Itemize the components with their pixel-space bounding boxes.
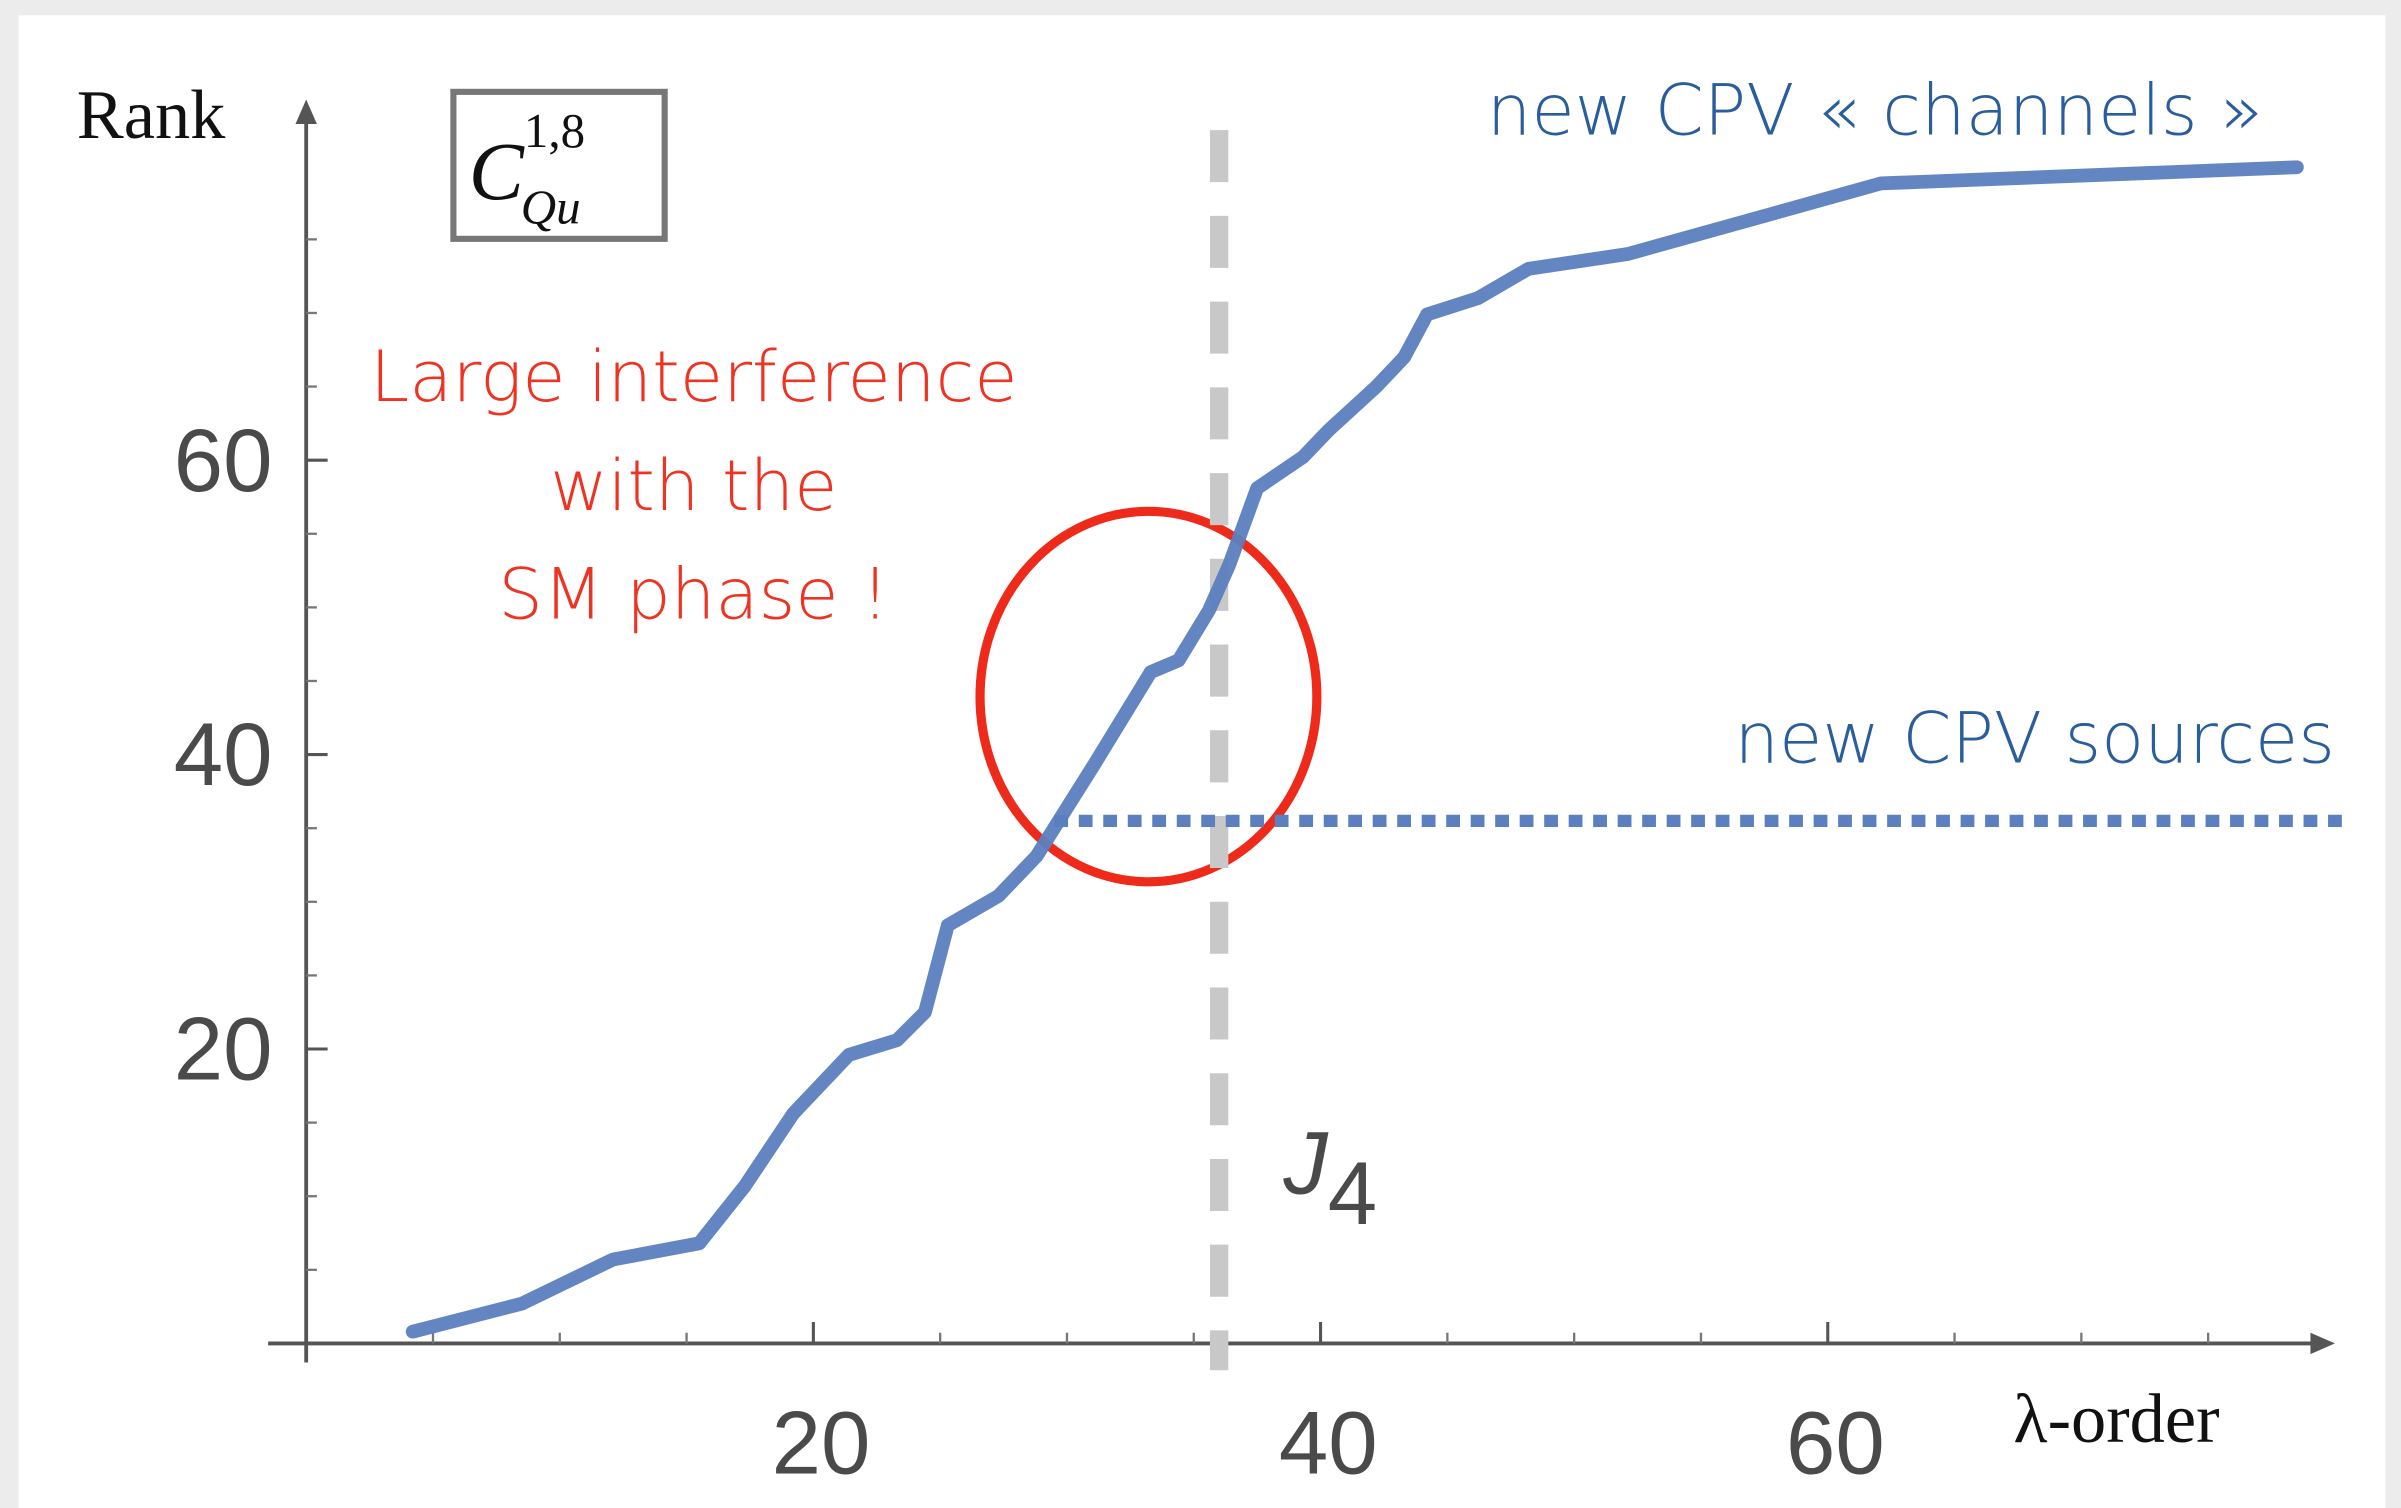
y-axis-label: Rank (77, 76, 226, 154)
coefficient-box (450, 88, 668, 242)
x-tick-label: 40 (1279, 1394, 1378, 1493)
y-tick-label: 60 (174, 411, 273, 510)
label-subscript: 4 (1328, 1144, 1377, 1243)
label-base: J (1282, 1113, 1329, 1212)
x-axis-label: λ-order (2013, 1380, 2219, 1458)
coefficient-label: C1,8 Qu (469, 103, 585, 235)
interference-annotation: SM phase ! (498, 554, 889, 636)
vertical-line-label: J4 (1282, 1113, 1377, 1243)
x-tick-label: 60 (1786, 1394, 1885, 1493)
y-tick-label: 20 (174, 1000, 273, 1099)
y-axis-arrow (295, 99, 317, 125)
interference-annotation: with the (550, 445, 837, 527)
x-axis-arrow (2310, 1332, 2335, 1355)
x-tick-label: 20 (772, 1394, 871, 1493)
sources-annotation: new CPV sources (1734, 697, 2335, 779)
data-line (405, 160, 2304, 1339)
plot-background (18, 15, 2386, 1508)
channels-annotation: new CPV « channels » (1487, 70, 2263, 152)
highlight-circle (975, 506, 1322, 887)
y-tick-label: 40 (174, 705, 273, 804)
interference-annotation: Large interference (370, 336, 1018, 418)
